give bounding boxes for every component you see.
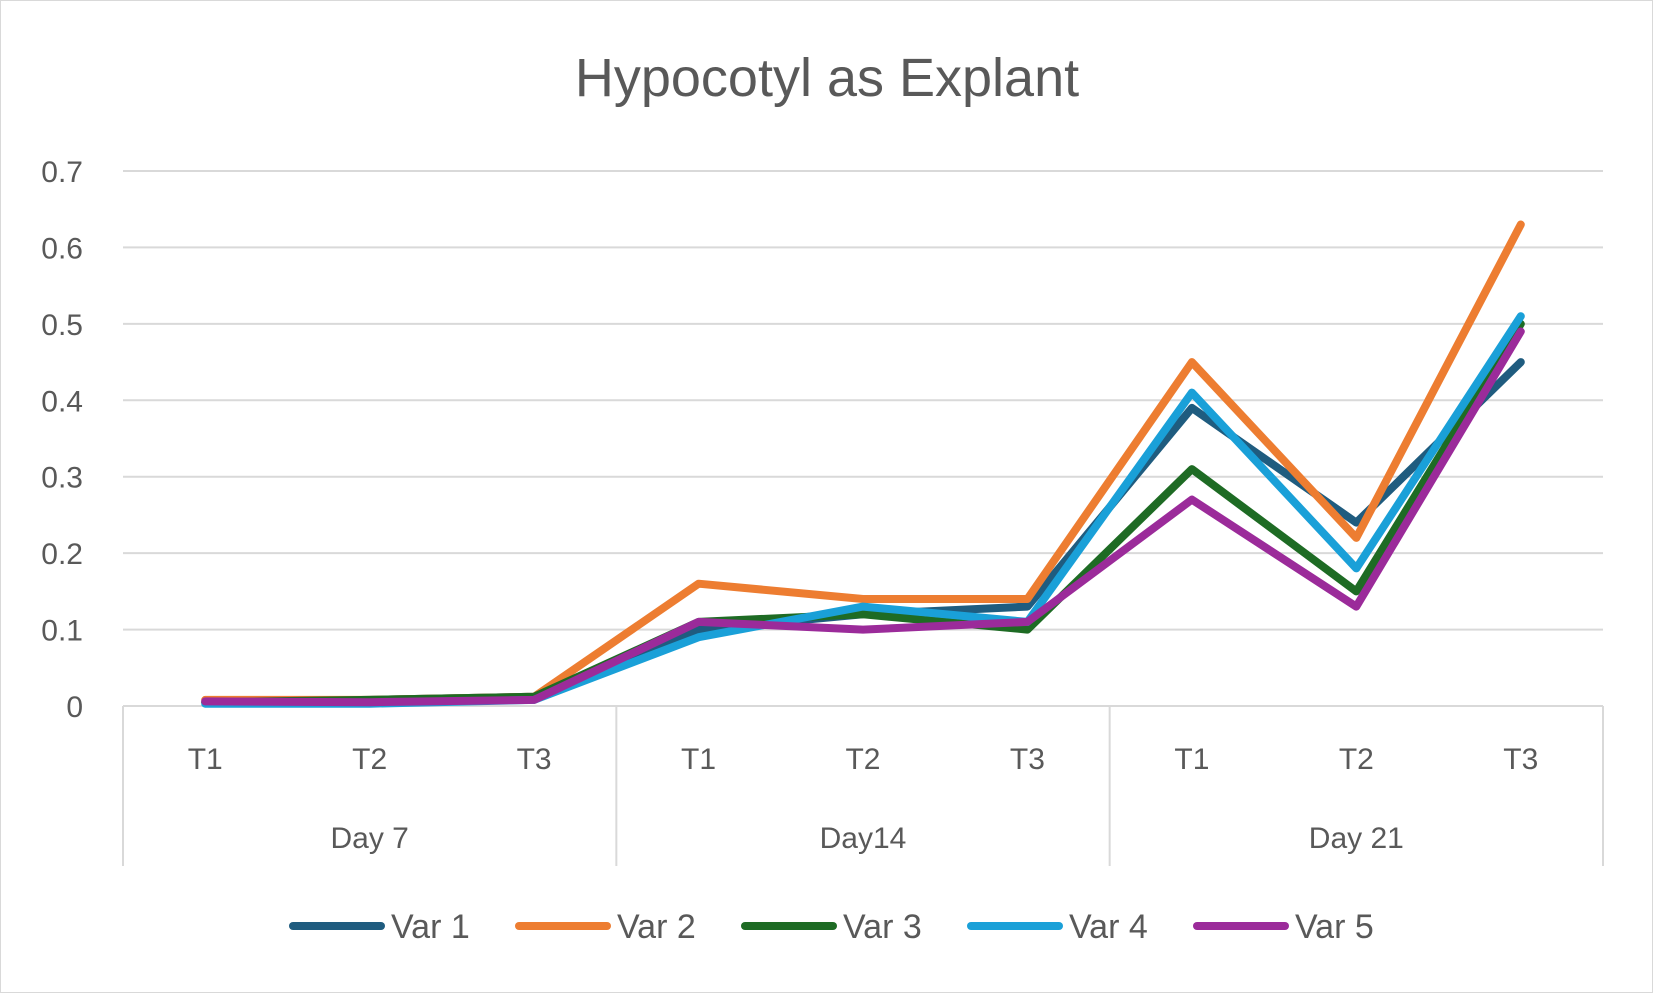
series-line-var-3 bbox=[201, 319, 1525, 707]
y-tick-label: 0.1 bbox=[41, 615, 83, 648]
series-line-var-5 bbox=[201, 327, 1525, 707]
x-tick-label: T3 bbox=[1503, 743, 1538, 776]
y-tick-label: 0.7 bbox=[41, 156, 83, 189]
legend-label: Var 2 bbox=[617, 908, 696, 946]
series-line-var-4 bbox=[201, 312, 1525, 708]
y-tick-label: 0 bbox=[66, 691, 83, 724]
x-axis: Day 7 T1 T2 T3 Day14 T1 T2 T3 Day 21 T1 T2 T3 bbox=[122, 706, 1604, 866]
y-tick-label: 0.6 bbox=[41, 232, 83, 265]
x-group-label: Day 7 bbox=[330, 822, 408, 855]
x-tick-label: T1 bbox=[188, 743, 223, 776]
y-axis: 0 0.1 0.2 0.3 0.4 0.5 0.6 0.7 bbox=[41, 156, 83, 724]
y-tick-label: 0.5 bbox=[41, 309, 83, 342]
x-tick-label: T1 bbox=[1174, 743, 1209, 776]
x-group-label: Day 21 bbox=[1309, 822, 1404, 855]
legend-label: Var 1 bbox=[391, 908, 470, 946]
y-tick-label: 0.2 bbox=[41, 538, 83, 571]
series-lines bbox=[201, 220, 1525, 708]
x-tick-label: T3 bbox=[517, 743, 552, 776]
legend-label: Var 5 bbox=[1295, 908, 1374, 946]
x-group-label: Day14 bbox=[820, 822, 907, 855]
chart-title: Hypocotyl as Explant bbox=[575, 48, 1079, 108]
x-tick-label: T1 bbox=[681, 743, 716, 776]
gridlines bbox=[123, 170, 1603, 707]
x-tick-label: T2 bbox=[352, 743, 387, 776]
legend: Var 1 Var 2 Var 3 Var 4 Var 5 bbox=[289, 908, 1374, 946]
legend-label: Var 4 bbox=[1069, 908, 1148, 946]
x-tick-label: T2 bbox=[1339, 743, 1374, 776]
x-tick-label: T2 bbox=[845, 743, 880, 776]
y-tick-label: 0.4 bbox=[41, 385, 83, 418]
x-tick-label: T3 bbox=[1010, 743, 1045, 776]
y-tick-label: 0.3 bbox=[41, 462, 83, 495]
legend-label: Var 3 bbox=[843, 908, 922, 946]
